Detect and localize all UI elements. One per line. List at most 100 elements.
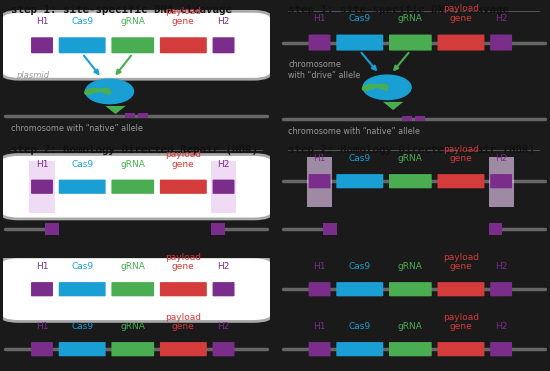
Text: Cas9: Cas9 <box>71 322 94 331</box>
Text: payload
gene: payload gene <box>166 150 201 169</box>
Text: H1: H1 <box>314 322 326 331</box>
Text: chromosome with “native” allele: chromosome with “native” allele <box>11 124 142 133</box>
Text: chromosome
with “drive” allele: chromosome with “drive” allele <box>288 60 361 80</box>
FancyBboxPatch shape <box>211 161 236 213</box>
FancyBboxPatch shape <box>213 342 234 356</box>
Text: step 2: Homology Directed Repair (HDR): step 2: Homology Directed Repair (HDR) <box>11 145 258 155</box>
FancyBboxPatch shape <box>31 180 53 194</box>
Text: Cas9: Cas9 <box>71 262 94 272</box>
FancyBboxPatch shape <box>336 282 383 296</box>
Text: payload
gene: payload gene <box>166 253 201 272</box>
FancyBboxPatch shape <box>437 342 485 356</box>
FancyBboxPatch shape <box>124 113 135 118</box>
Text: step 2: Homology Directed Repair (HDR): step 2: Homology Directed Repair (HDR) <box>288 145 535 155</box>
Text: Cas9: Cas9 <box>349 154 371 163</box>
FancyBboxPatch shape <box>488 223 502 235</box>
FancyBboxPatch shape <box>46 223 59 235</box>
FancyBboxPatch shape <box>309 342 331 356</box>
FancyBboxPatch shape <box>336 35 383 50</box>
Text: step 1: site-specific DNA cleavage: step 1: site-specific DNA cleavage <box>11 4 232 14</box>
FancyBboxPatch shape <box>402 116 412 121</box>
Text: H1: H1 <box>314 262 326 272</box>
FancyBboxPatch shape <box>309 282 331 296</box>
Text: payload
gene: payload gene <box>443 313 479 331</box>
FancyBboxPatch shape <box>112 180 154 194</box>
Text: H1: H1 <box>36 322 48 331</box>
FancyBboxPatch shape <box>309 35 331 50</box>
Text: H2: H2 <box>495 322 507 331</box>
Text: H2: H2 <box>495 14 507 23</box>
Text: gRNA: gRNA <box>120 262 145 272</box>
Text: gRNA: gRNA <box>398 14 423 23</box>
FancyBboxPatch shape <box>31 282 53 296</box>
Text: H1: H1 <box>314 14 326 23</box>
Text: H1: H1 <box>314 154 326 163</box>
FancyBboxPatch shape <box>112 342 154 356</box>
Text: payload
gene: payload gene <box>166 313 201 331</box>
Text: H2: H2 <box>495 154 507 163</box>
FancyBboxPatch shape <box>138 113 148 118</box>
FancyBboxPatch shape <box>59 180 106 194</box>
Text: H2: H2 <box>217 322 230 331</box>
Text: H2: H2 <box>217 160 230 169</box>
FancyBboxPatch shape <box>336 342 383 356</box>
Text: H1: H1 <box>36 262 48 272</box>
FancyBboxPatch shape <box>389 282 432 296</box>
FancyBboxPatch shape <box>389 35 432 50</box>
FancyBboxPatch shape <box>415 116 426 121</box>
Text: H2: H2 <box>217 262 230 272</box>
Circle shape <box>85 79 134 104</box>
FancyBboxPatch shape <box>211 223 225 235</box>
Text: gRNA: gRNA <box>398 262 423 272</box>
Text: payload
gene: payload gene <box>443 145 479 163</box>
FancyBboxPatch shape <box>31 37 53 53</box>
FancyBboxPatch shape <box>323 223 337 235</box>
Text: H1: H1 <box>36 17 48 26</box>
Text: gRNA: gRNA <box>120 160 145 169</box>
Text: chromosome with “native” allele: chromosome with “native” allele <box>288 127 420 136</box>
FancyBboxPatch shape <box>0 257 272 321</box>
Text: H2: H2 <box>217 17 230 26</box>
Text: payload
gene: payload gene <box>443 4 479 23</box>
FancyBboxPatch shape <box>307 157 332 207</box>
FancyBboxPatch shape <box>112 282 154 296</box>
FancyBboxPatch shape <box>490 282 512 296</box>
FancyBboxPatch shape <box>488 157 514 207</box>
FancyBboxPatch shape <box>336 174 383 188</box>
FancyBboxPatch shape <box>59 282 106 296</box>
FancyBboxPatch shape <box>160 180 207 194</box>
FancyBboxPatch shape <box>0 12 272 79</box>
Text: gRNA: gRNA <box>398 154 423 163</box>
FancyBboxPatch shape <box>0 155 272 219</box>
FancyBboxPatch shape <box>490 342 512 356</box>
FancyBboxPatch shape <box>309 174 331 188</box>
FancyBboxPatch shape <box>59 342 106 356</box>
FancyBboxPatch shape <box>30 161 54 213</box>
Text: gRNA: gRNA <box>120 322 145 331</box>
FancyBboxPatch shape <box>213 282 234 296</box>
FancyBboxPatch shape <box>437 174 485 188</box>
Text: Cas9: Cas9 <box>71 17 94 26</box>
FancyBboxPatch shape <box>490 35 512 50</box>
Text: H1: H1 <box>36 160 48 169</box>
FancyBboxPatch shape <box>31 342 53 356</box>
FancyBboxPatch shape <box>160 282 207 296</box>
FancyBboxPatch shape <box>112 37 154 53</box>
FancyBboxPatch shape <box>213 37 234 53</box>
Text: gRNA: gRNA <box>120 17 145 26</box>
Text: H2: H2 <box>495 262 507 272</box>
Circle shape <box>363 75 411 99</box>
Polygon shape <box>106 106 125 114</box>
FancyBboxPatch shape <box>389 342 432 356</box>
FancyBboxPatch shape <box>160 37 207 53</box>
FancyBboxPatch shape <box>389 174 432 188</box>
Text: Cas9: Cas9 <box>71 160 94 169</box>
FancyBboxPatch shape <box>160 342 207 356</box>
Polygon shape <box>383 102 403 110</box>
Text: plasmid: plasmid <box>16 71 49 80</box>
Text: gRNA: gRNA <box>398 322 423 331</box>
Text: payload
gene: payload gene <box>166 7 201 26</box>
FancyBboxPatch shape <box>490 174 512 188</box>
Text: step 1: site-specific DNA cleavage: step 1: site-specific DNA cleavage <box>288 4 509 14</box>
FancyBboxPatch shape <box>437 35 485 50</box>
